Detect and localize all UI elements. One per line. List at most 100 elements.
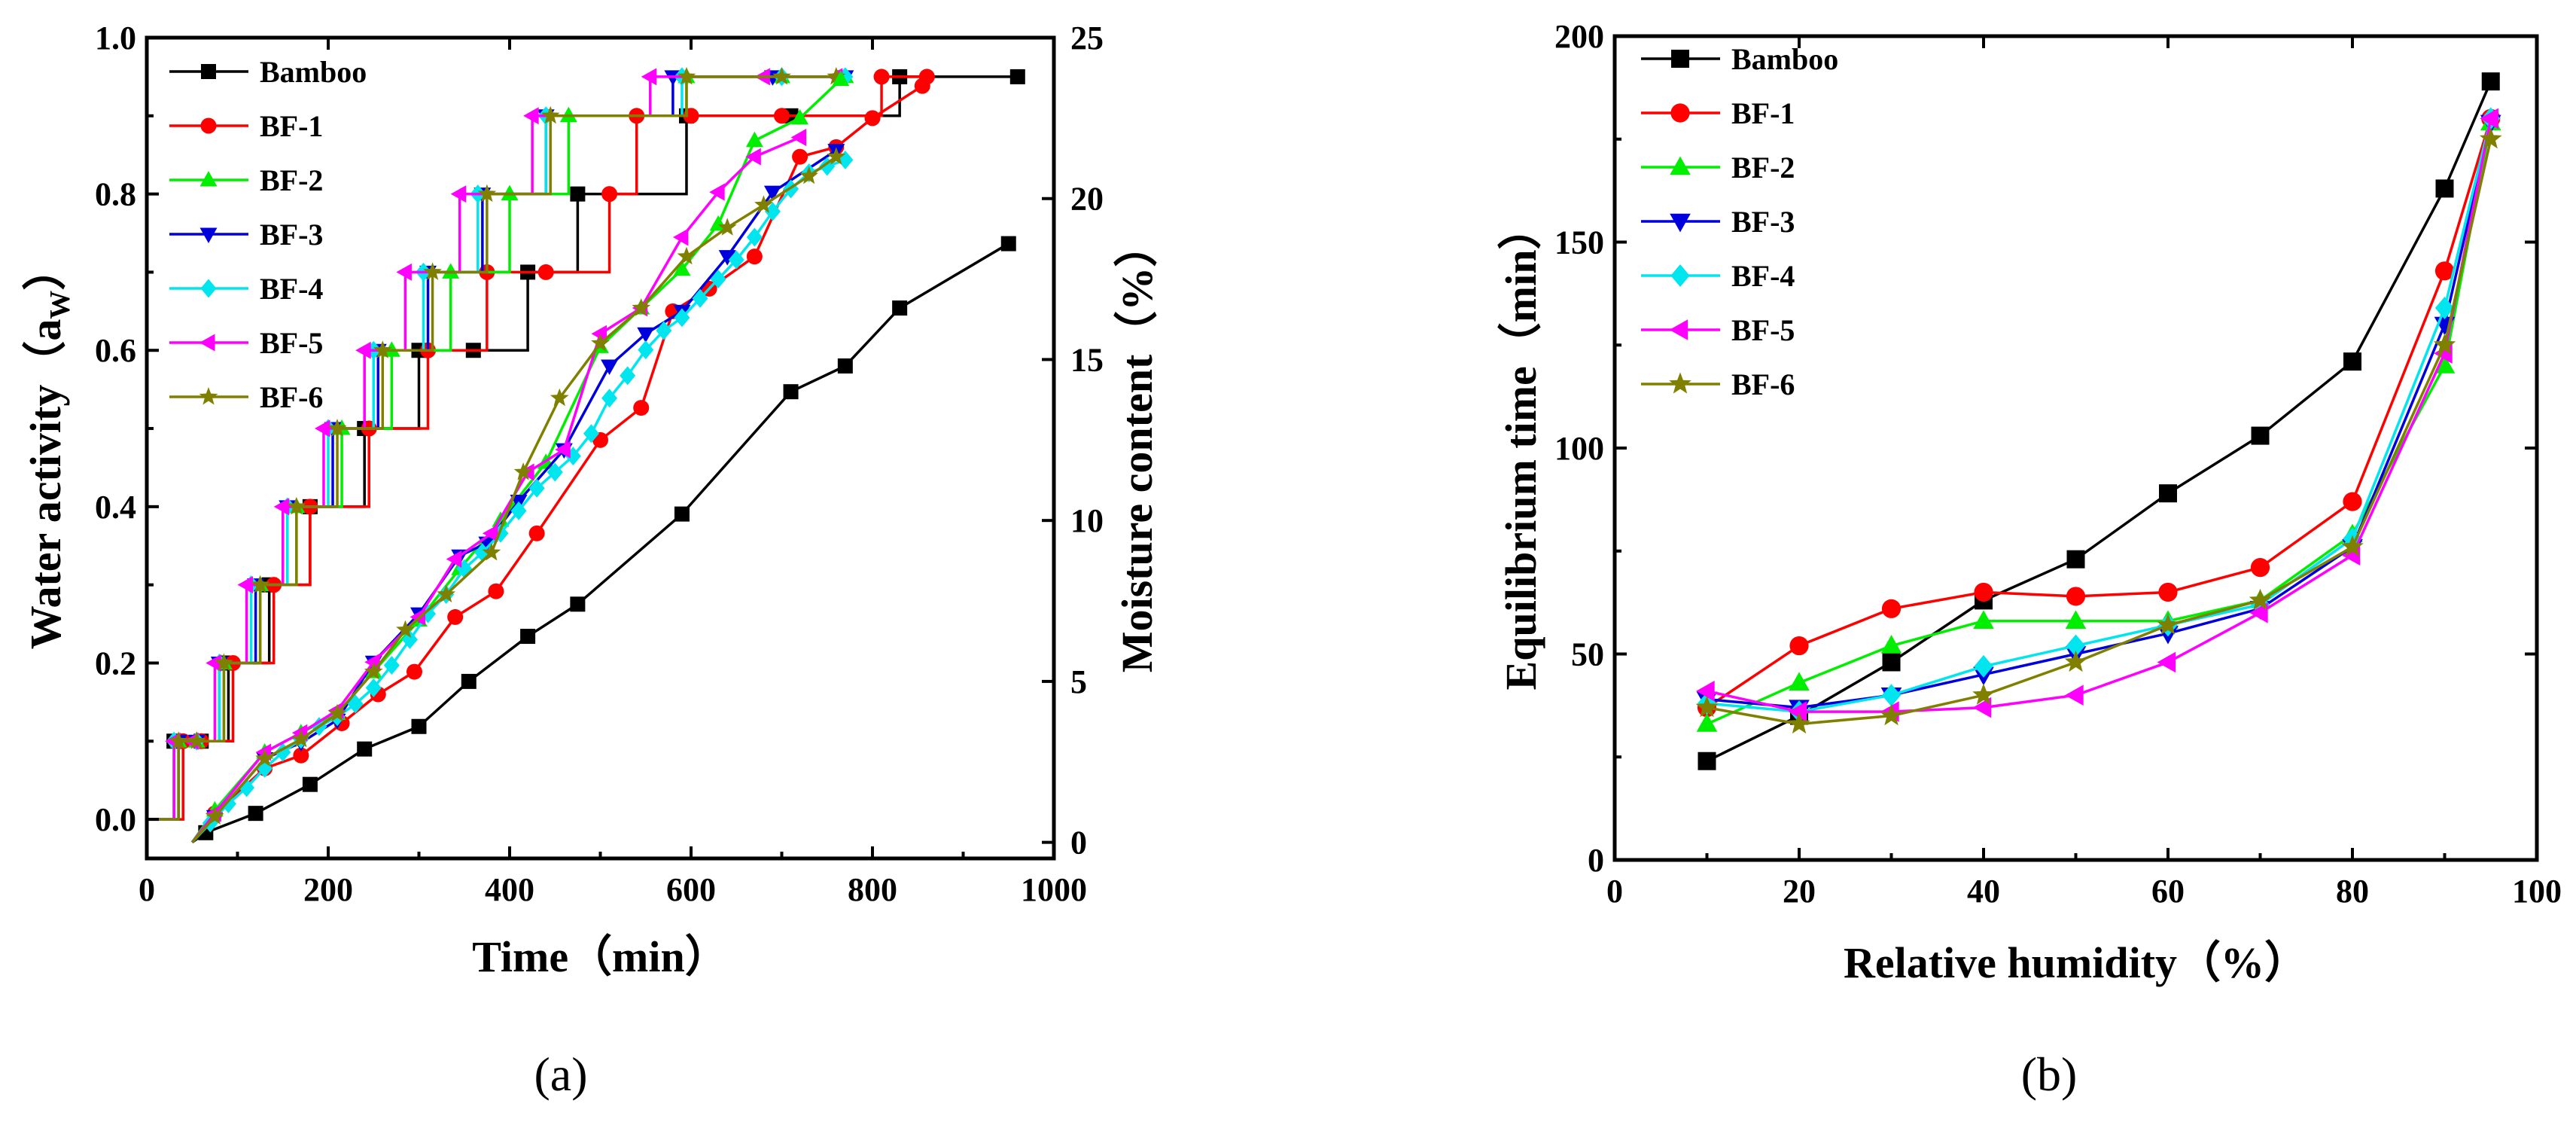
legend-label-bamboo: Bamboo <box>260 55 367 89</box>
legend-marker-bf-2 <box>199 171 218 187</box>
mc-point-bf-6 <box>327 703 347 722</box>
aw-point-bf-5 <box>523 107 539 125</box>
x-tick-label: 200 <box>303 871 353 908</box>
mc-point-bf-4 <box>601 389 618 408</box>
mc-point-bf-4 <box>220 794 236 813</box>
mc-point-bf-6 <box>255 749 274 767</box>
mc-point-bf-3 <box>601 359 619 375</box>
y-left-tick-label: 0.6 <box>95 332 136 369</box>
legend-marker-bf-4 <box>1670 264 1690 287</box>
mc-point-bamboo <box>837 358 853 373</box>
data-point-bf-2 <box>2434 355 2456 373</box>
x-tick-label: 600 <box>666 871 716 908</box>
y-right-tick-label: 10 <box>1070 502 1104 539</box>
mc-point-bamboo <box>411 718 427 734</box>
x-tick-label: 0 <box>1606 873 1623 910</box>
legend-label-bf-1: BF-1 <box>260 109 323 143</box>
mc-point-bamboo <box>461 673 477 689</box>
y-left-tick-label: 0.2 <box>95 645 136 681</box>
mc-point-bf-4 <box>746 227 763 247</box>
mc-point-bf-6 <box>291 729 311 748</box>
aw-point-bf-6 <box>540 105 560 124</box>
legend-marker-bamboo <box>201 64 216 79</box>
y-left-tick-label: 0.8 <box>95 176 136 213</box>
aw-point-bf-5 <box>355 341 371 359</box>
data-point-bf-1 <box>2250 558 2270 578</box>
legend-label-bf-6: BF-6 <box>1731 367 1795 401</box>
mc-point-bamboo <box>570 596 586 612</box>
mc-point-bf-3 <box>763 185 781 202</box>
chart-b-legend: Bamboo BF-1 BF-2 BF-3 BF-4 BF-5 BF-6 <box>1641 42 1838 401</box>
aw-point-bamboo <box>1009 69 1025 84</box>
mc-point-bf-4 <box>710 270 726 289</box>
data-point-bamboo <box>2435 179 2454 198</box>
legend-marker-bf-5 <box>1669 319 1688 340</box>
data-point-bf-1 <box>1881 599 1902 618</box>
x-tick-label: 100 <box>2512 873 2562 910</box>
mc-point-bf-2 <box>673 260 691 276</box>
data-point-bamboo <box>1882 653 1901 672</box>
mc-point-bf-4 <box>656 321 672 340</box>
mc-point-bamboo <box>783 384 799 400</box>
data-point-bf-4 <box>1974 654 1993 678</box>
aw-point-bf-6 <box>169 731 188 749</box>
chart-a-axes: 0 200 400 600 800 1000 0.0 0.2 0.4 0.6 0.8 1.0 0 5 10 1… <box>21 20 1162 981</box>
mc-point-bf-6 <box>482 542 501 561</box>
mc-point-bamboo <box>674 506 690 522</box>
aw-point-bf-6 <box>423 262 442 280</box>
y-tick-label: 0 <box>1588 842 1604 879</box>
aw-point-bf-5 <box>450 185 467 203</box>
data-point-bamboo <box>2066 550 2085 569</box>
mc-point-bf-4 <box>764 202 781 221</box>
data-point-bamboo <box>2159 484 2177 503</box>
data-point-bf-6 <box>1880 703 1903 726</box>
y-left-tick-label: 1.0 <box>95 20 136 56</box>
mc-point-bamboo <box>1000 236 1016 252</box>
mc-point-bamboo <box>302 776 318 792</box>
mc-point-bf-6 <box>754 195 773 213</box>
aw-point-bf-1 <box>774 108 790 124</box>
x-tick-label: 800 <box>848 871 897 908</box>
mc-point-bf-4 <box>510 501 527 520</box>
mc-point-bf-4 <box>583 424 599 444</box>
aw-point-bf-6 <box>215 653 233 671</box>
series-line-bamboo <box>1706 81 2492 763</box>
legend-label-bf-3: BF-3 <box>1731 205 1795 239</box>
data-point-bf-1 <box>2434 261 2455 281</box>
x-tick-label: 0 <box>139 871 155 908</box>
aw-point-bamboo <box>570 186 586 202</box>
aw-point-bf-6 <box>373 340 392 358</box>
mc-point-bf-6 <box>827 147 846 165</box>
data-point-bf-4 <box>2066 634 2086 657</box>
aw-point-bf-5 <box>237 576 254 594</box>
series-line-bf-2 <box>1706 122 2492 726</box>
data-point-bf-6 <box>2433 333 2456 355</box>
aw-point-bf-6 <box>827 66 846 85</box>
data-point-bf-4 <box>2434 297 2455 320</box>
legend-label-bf-2: BF-2 <box>260 163 323 197</box>
legend-marker-bf-2 <box>1670 156 1691 175</box>
mc-point-bf-1 <box>864 110 881 127</box>
data-point-bf-5 <box>2480 108 2498 130</box>
data-point-bf-5 <box>2249 602 2268 624</box>
aw-point-bf-5 <box>314 419 330 438</box>
chart-a-panel-label: (a) <box>534 1047 587 1101</box>
x-tick-label: 40 <box>1967 873 2000 910</box>
mc-point-bf-3 <box>718 250 736 266</box>
chart-b-axes: 0 20 40 60 80 100 0 50 100 150 200 Relative humidit… <box>1497 18 2562 987</box>
mc-point-bf-6 <box>396 620 415 638</box>
aw-point-bf-5 <box>396 263 412 281</box>
legend-marker-bf-5 <box>199 334 215 352</box>
mc-point-bf-1 <box>447 608 464 625</box>
data-point-bf-5 <box>1788 701 1807 722</box>
mc-point-bamboo <box>892 300 908 316</box>
aw-point-bf-6 <box>251 575 269 593</box>
legend-label-bf-1: BF-1 <box>1731 96 1795 130</box>
mc-point-bf-5 <box>745 148 761 166</box>
aw-point-bf-6 <box>772 66 791 85</box>
y-left-tick-label: 0.0 <box>95 801 136 838</box>
data-point-bf-5 <box>1696 680 1715 702</box>
mc-point-bf-2 <box>791 108 809 125</box>
aw-point-bf-1 <box>537 264 554 280</box>
data-point-bf-6 <box>2064 650 2087 672</box>
